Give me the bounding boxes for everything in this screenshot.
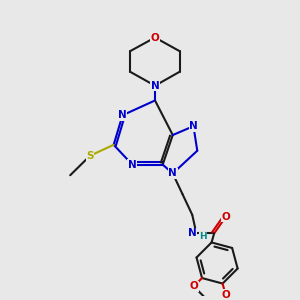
Text: N: N [168, 169, 177, 178]
Text: O: O [221, 290, 230, 300]
Text: O: O [151, 32, 159, 43]
Text: H: H [199, 232, 207, 242]
Text: N: N [118, 110, 127, 120]
Text: S: S [86, 151, 94, 161]
Text: N: N [188, 229, 196, 238]
Text: O: O [222, 212, 230, 222]
Text: N: N [189, 121, 198, 131]
Text: N: N [128, 160, 136, 170]
Text: O: O [189, 281, 198, 291]
Text: N: N [151, 81, 159, 91]
